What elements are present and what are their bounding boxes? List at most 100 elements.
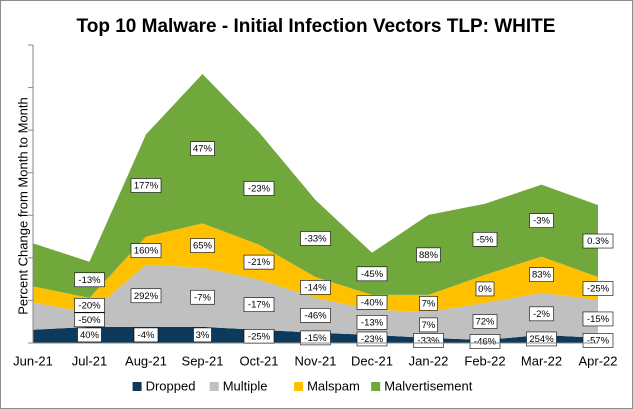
change-label: -2% bbox=[533, 309, 550, 320]
area-malspam bbox=[33, 223, 598, 313]
label-box bbox=[356, 266, 388, 282]
x-tick-label: Dec-21 bbox=[351, 353, 393, 368]
label-box bbox=[300, 308, 331, 323]
label-box bbox=[77, 327, 102, 343]
change-label: -50% bbox=[78, 315, 101, 326]
label-box bbox=[74, 298, 105, 313]
change-label: 40% bbox=[80, 330, 100, 341]
change-label: -13% bbox=[78, 275, 101, 286]
label-box bbox=[243, 297, 275, 312]
label-box bbox=[356, 315, 388, 330]
label-box bbox=[582, 233, 614, 249]
change-label: -23% bbox=[361, 334, 384, 345]
label-box bbox=[582, 311, 614, 327]
label-box bbox=[472, 314, 498, 329]
area-malvertisement bbox=[33, 73, 598, 298]
change-label: -7% bbox=[194, 292, 211, 303]
change-label: 88% bbox=[419, 250, 439, 261]
change-label: -15% bbox=[587, 314, 610, 325]
change-label: -23% bbox=[248, 183, 271, 194]
label-box bbox=[74, 312, 105, 328]
legend-swatch bbox=[132, 382, 142, 391]
label-box bbox=[416, 247, 441, 263]
x-tick-label: Nov-21 bbox=[295, 353, 337, 368]
change-label: 177% bbox=[134, 181, 159, 192]
change-label: -45% bbox=[361, 269, 384, 280]
change-label: -20% bbox=[78, 300, 101, 311]
label-box bbox=[356, 331, 388, 347]
label-box bbox=[190, 289, 215, 305]
change-label: 7% bbox=[422, 298, 436, 309]
change-label: -25% bbox=[587, 284, 610, 295]
x-tick-label: Sep-21 bbox=[182, 353, 224, 368]
chart-title: Top 10 Malware - Initial Infection Vecto… bbox=[77, 16, 556, 37]
change-label: -17% bbox=[248, 300, 271, 311]
legend-label: Dropped bbox=[146, 378, 196, 393]
change-label: 83% bbox=[532, 270, 552, 281]
change-label: -13% bbox=[361, 317, 384, 328]
change-label: -25% bbox=[248, 331, 271, 342]
label-box bbox=[526, 331, 557, 347]
label-box bbox=[243, 181, 275, 196]
legend-swatch bbox=[371, 382, 381, 391]
change-label: -57% bbox=[587, 335, 610, 346]
change-label: 47% bbox=[193, 144, 213, 155]
label-box bbox=[529, 306, 554, 322]
label-box bbox=[529, 267, 554, 282]
label-box bbox=[300, 330, 331, 346]
x-tick-label: Feb-22 bbox=[464, 353, 505, 368]
x-tick-label: Jul-21 bbox=[72, 353, 107, 368]
label-box bbox=[472, 232, 498, 247]
change-label: 0% bbox=[478, 284, 492, 295]
x-tick-label: Oct-21 bbox=[239, 353, 278, 368]
label-box bbox=[300, 231, 331, 246]
label-box bbox=[582, 333, 614, 348]
change-label: 254% bbox=[529, 334, 554, 345]
label-box bbox=[413, 333, 444, 348]
y-axis-title: Percent Change from Month to Month bbox=[15, 97, 30, 315]
change-label: -3% bbox=[533, 216, 550, 227]
label-box bbox=[475, 281, 495, 297]
label-box bbox=[190, 141, 215, 156]
change-label: -33% bbox=[417, 335, 440, 346]
area-multiple bbox=[33, 264, 598, 341]
change-label: 292% bbox=[134, 291, 159, 302]
change-label: -14% bbox=[304, 282, 327, 293]
change-label: -46% bbox=[474, 337, 497, 348]
legend-label: Malvertisement bbox=[384, 378, 473, 393]
change-label: 72% bbox=[475, 317, 495, 328]
x-tick-label: Mar-22 bbox=[521, 353, 562, 368]
x-tick-label: Jan-22 bbox=[409, 353, 449, 368]
label-box bbox=[130, 288, 162, 304]
change-label: -21% bbox=[248, 257, 271, 268]
label-box bbox=[190, 238, 215, 253]
change-label: -15% bbox=[304, 333, 327, 344]
label-box bbox=[74, 272, 105, 288]
change-label: 65% bbox=[193, 241, 213, 252]
change-label: -5% bbox=[477, 234, 494, 245]
label-box bbox=[582, 281, 614, 296]
x-tick-label: Jun-21 bbox=[13, 353, 53, 368]
label-box bbox=[419, 317, 438, 333]
change-label: -4% bbox=[138, 330, 155, 341]
legend-swatch bbox=[294, 382, 304, 391]
label-box bbox=[133, 327, 159, 343]
change-label: 160% bbox=[134, 246, 159, 257]
legend-label: Malspam bbox=[307, 378, 360, 393]
label-box bbox=[356, 295, 388, 310]
label-box bbox=[193, 327, 212, 343]
x-tick-label: Apr-22 bbox=[578, 353, 617, 368]
label-box bbox=[300, 280, 331, 295]
label-box bbox=[529, 213, 554, 228]
x-tick-label: Aug-21 bbox=[125, 353, 167, 368]
change-label: -46% bbox=[304, 310, 327, 321]
label-box bbox=[130, 178, 162, 193]
change-label: -33% bbox=[304, 234, 327, 245]
label-box bbox=[243, 254, 275, 270]
change-label: 3% bbox=[196, 330, 210, 341]
change-label: 7% bbox=[422, 320, 436, 331]
label-box bbox=[419, 296, 438, 311]
label-box bbox=[130, 243, 162, 258]
legend-label: Multiple bbox=[223, 378, 268, 393]
